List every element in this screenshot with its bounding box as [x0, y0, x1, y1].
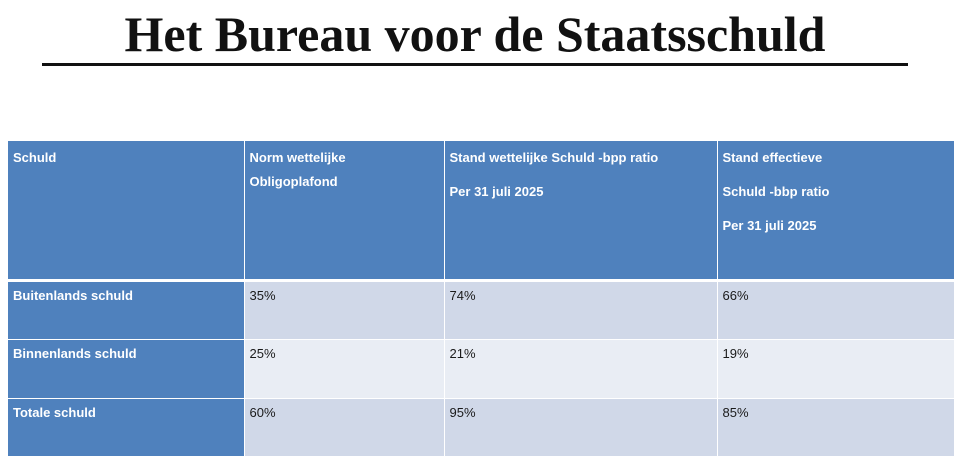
header-line: Per 31 juli 2025: [449, 184, 544, 199]
table-row: Binnenlands schuld 25% 21% 19%: [8, 339, 954, 399]
cell-wettelijk: 95%: [443, 398, 717, 456]
cell-norm: 35%: [243, 280, 444, 340]
row-label: Binnenlands schuld: [8, 339, 244, 399]
cell-norm: 25%: [243, 339, 444, 399]
cell-norm: 60%: [243, 398, 444, 456]
cell-wettelijk: 74%: [443, 280, 717, 340]
table-row: Totale schuld 60% 95% 85%: [8, 398, 954, 456]
header-norm: Norm wettelijke Obligoplafond: [243, 141, 444, 282]
cell-effectief: 85%: [716, 398, 954, 456]
cell-wettelijk: 21%: [443, 339, 717, 399]
header-line: Norm wettelijke: [249, 150, 346, 165]
header-line: Stand effectieve: [722, 150, 823, 165]
header-row: Schuld Norm wettelijke Obligoplafond Sta…: [8, 141, 954, 282]
header-line: Obligoplafond: [249, 174, 338, 189]
header-line: Stand wettelijke Schuld -bpp ratio: [449, 150, 659, 165]
cell-effectief: 19%: [716, 339, 954, 399]
cell-effectief: 66%: [716, 280, 954, 340]
page-title: Het Bureau voor de Staatsschuld: [124, 6, 826, 62]
row-label: Buitenlands schuld: [8, 280, 244, 340]
header-stand-effectief: Stand effectieve Schuld -bbp ratio Per 3…: [716, 141, 954, 282]
table-row: Buitenlands schuld 35% 74% 66%: [8, 280, 954, 340]
header-line: Schuld: [13, 150, 57, 165]
title-underline: [42, 63, 908, 66]
header-schuld: Schuld: [8, 141, 244, 282]
row-label: Totale schuld: [8, 398, 244, 456]
debt-table: Schuld Norm wettelijke Obligoplafond Sta…: [8, 141, 954, 456]
header-line: Schuld -bbp ratio: [722, 184, 830, 199]
header-stand-wettelijk: Stand wettelijke Schuld -bpp ratio Per 3…: [443, 141, 717, 282]
header-line: Per 31 juli 2025: [722, 218, 817, 233]
